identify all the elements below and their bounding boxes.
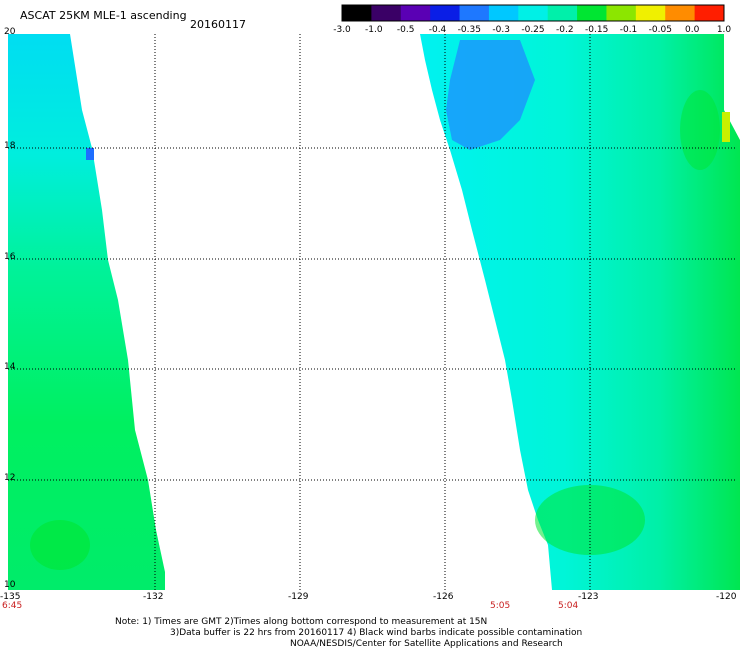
colorbar-segment [577,5,607,21]
time-label: 5:05 [490,601,511,611]
lon-label: -132 [143,592,164,602]
colorbar-segment [488,5,519,21]
lat-label: 14 [4,362,16,372]
colorbar-label: -0.5 [397,25,415,35]
right-swath [420,34,740,590]
lat-label: 18 [4,141,16,151]
lon-label: -135 [0,592,21,602]
colorbar-segment [400,5,431,21]
lat-label: 12 [4,473,16,483]
colorbar-border [341,4,725,22]
colorbar-segment [342,5,372,21]
right-swath-green-patch-top [680,90,720,170]
note-line-3: NOAA/NESDIS/Center for Satellite Applica… [290,639,563,649]
colorbar-label: 1.0 [717,25,732,35]
colorbar-label: -1.0 [365,25,383,35]
grid [8,34,735,590]
colorbar-label: -0.25 [521,25,544,35]
colorbar-segment [371,5,402,21]
lon-label: -123 [578,592,599,602]
left-swath-blue-pixel [86,148,94,160]
colorbar-segment [694,5,725,21]
map-date: 20160117 [190,18,246,31]
colorbar: -3.0 -1.0 -0.5 -0.4 -0.35 -0.3 -0.25 -0.2 -0.15 -… [333,4,732,35]
note-line-1: Note: 1) Times are GMT 2)Times along bot… [115,617,488,627]
lon-label: -120 [716,592,737,602]
colorbar-label: -0.2 [556,25,574,35]
lat-label: 16 [4,252,16,262]
colorbar-label: -0.35 [458,25,481,35]
lat-label: 10 [4,580,16,590]
right-swath-blue-region [446,40,535,150]
lon-label: -126 [433,592,454,602]
note-line-2: 3)Data buffer is 22 hrs from 20160117 4)… [170,628,583,638]
right-swath-yellow-pixel [722,112,730,142]
colorbar-label: -0.15 [585,25,608,35]
colorbar-label: -3.0 [333,25,351,35]
colorbar-segment [606,5,637,21]
colorbar-label: -0.05 [649,25,672,35]
lon-label: -129 [288,592,309,602]
colorbar-label: 0.0 [685,25,700,35]
colorbar-label: -0.3 [492,25,510,35]
colorbar-segment [459,5,490,21]
left-swath-green-patch [30,520,90,570]
colorbar-segment [547,5,578,21]
lat-label: 20 [4,27,16,37]
time-label: 5:04 [558,601,579,611]
colorbar-segment [665,5,696,21]
colorbar-label: -0.1 [620,25,638,35]
colorbar-label: -0.4 [429,25,447,35]
map-title: ASCAT 25KM MLE-1 ascending [20,9,187,22]
time-label: 6:45 [2,601,23,611]
colorbar-segment [518,5,549,21]
left-swath [8,34,165,590]
colorbar-segment [635,5,666,21]
colorbar-segment [430,5,461,21]
